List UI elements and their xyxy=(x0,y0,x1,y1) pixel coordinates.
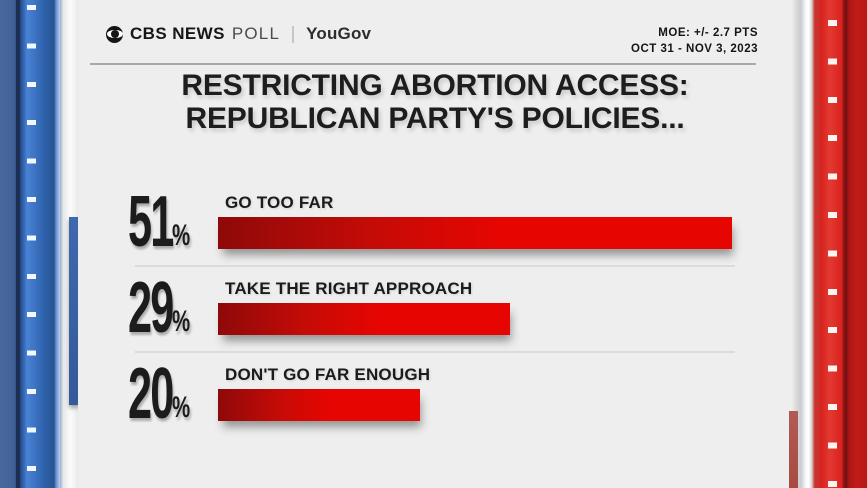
date-range: OCT 31 - NOV 3, 2023 xyxy=(631,43,758,56)
studio-red-panel xyxy=(812,0,867,488)
bar-track xyxy=(218,217,732,250)
category-label: GO TOO FAR xyxy=(225,193,334,213)
poll-card: CBS NEWS POLL YouGov MOE: +/- 2.7 PTS OC… xyxy=(78,0,792,488)
bar xyxy=(218,303,511,336)
poll-row: 20% DON'T GO FAR ENOUGH xyxy=(78,357,792,437)
row-divider xyxy=(135,265,735,268)
value-percent: 29% xyxy=(128,268,218,349)
studio-blue-panel xyxy=(0,0,60,488)
header: CBS NEWS POLL YouGov MOE: +/- 2.7 PTS OC… xyxy=(78,0,792,57)
poll-row: 29% TAKE THE RIGHT APPROACH xyxy=(78,271,792,351)
value-number: 29 xyxy=(128,268,174,349)
chart-title-line1: RESTRICTING ABORTION ACCESS: xyxy=(181,69,689,103)
percent-sign: % xyxy=(172,219,191,253)
moe-line: MOE: +/- 2.7 PTS xyxy=(658,27,758,39)
poll-label: POLL xyxy=(231,24,281,43)
yougov-logo: YouGov xyxy=(306,24,372,43)
category-label: DON'T GO FAR ENOUGH xyxy=(225,365,431,385)
red-panel-sliver xyxy=(789,411,798,488)
brand-divider xyxy=(292,25,295,43)
brand-lockup: CBS NEWS POLL YouGov xyxy=(106,24,371,44)
page-right-edge xyxy=(792,0,812,488)
bar xyxy=(218,217,732,250)
category-label: TAKE THE RIGHT APPROACH xyxy=(225,279,473,299)
row-divider xyxy=(135,351,735,354)
chart-title-line2: REPUBLICAN PARTY'S POLICIES... xyxy=(185,102,685,136)
chart-title: RESTRICTING ABORTION ACCESS: REPUBLICAN P… xyxy=(78,69,792,135)
poll-row: 51% GO TOO FAR xyxy=(78,185,792,265)
bar-chart: 51% GO TOO FAR 29% TAKE THE RIGHT APPROA… xyxy=(78,185,792,437)
moe-note: MOE: +/- 2.7 PTS OCT 31 - NOV 3, 2023 xyxy=(631,25,758,57)
bar-track xyxy=(218,389,732,422)
blue-panel-sliver xyxy=(69,217,79,405)
value-number: 51 xyxy=(128,182,174,263)
bar-track xyxy=(218,303,732,336)
value-number: 20 xyxy=(128,354,174,435)
bar xyxy=(218,389,420,422)
cbs-news-logo: CBS NEWS xyxy=(130,24,225,43)
percent-sign: % xyxy=(172,391,191,425)
value-percent: 20% xyxy=(128,354,218,435)
header-rule xyxy=(90,63,756,66)
value-percent: 51% xyxy=(128,182,218,263)
percent-sign: % xyxy=(172,305,191,339)
cbs-eye-icon xyxy=(106,25,123,43)
